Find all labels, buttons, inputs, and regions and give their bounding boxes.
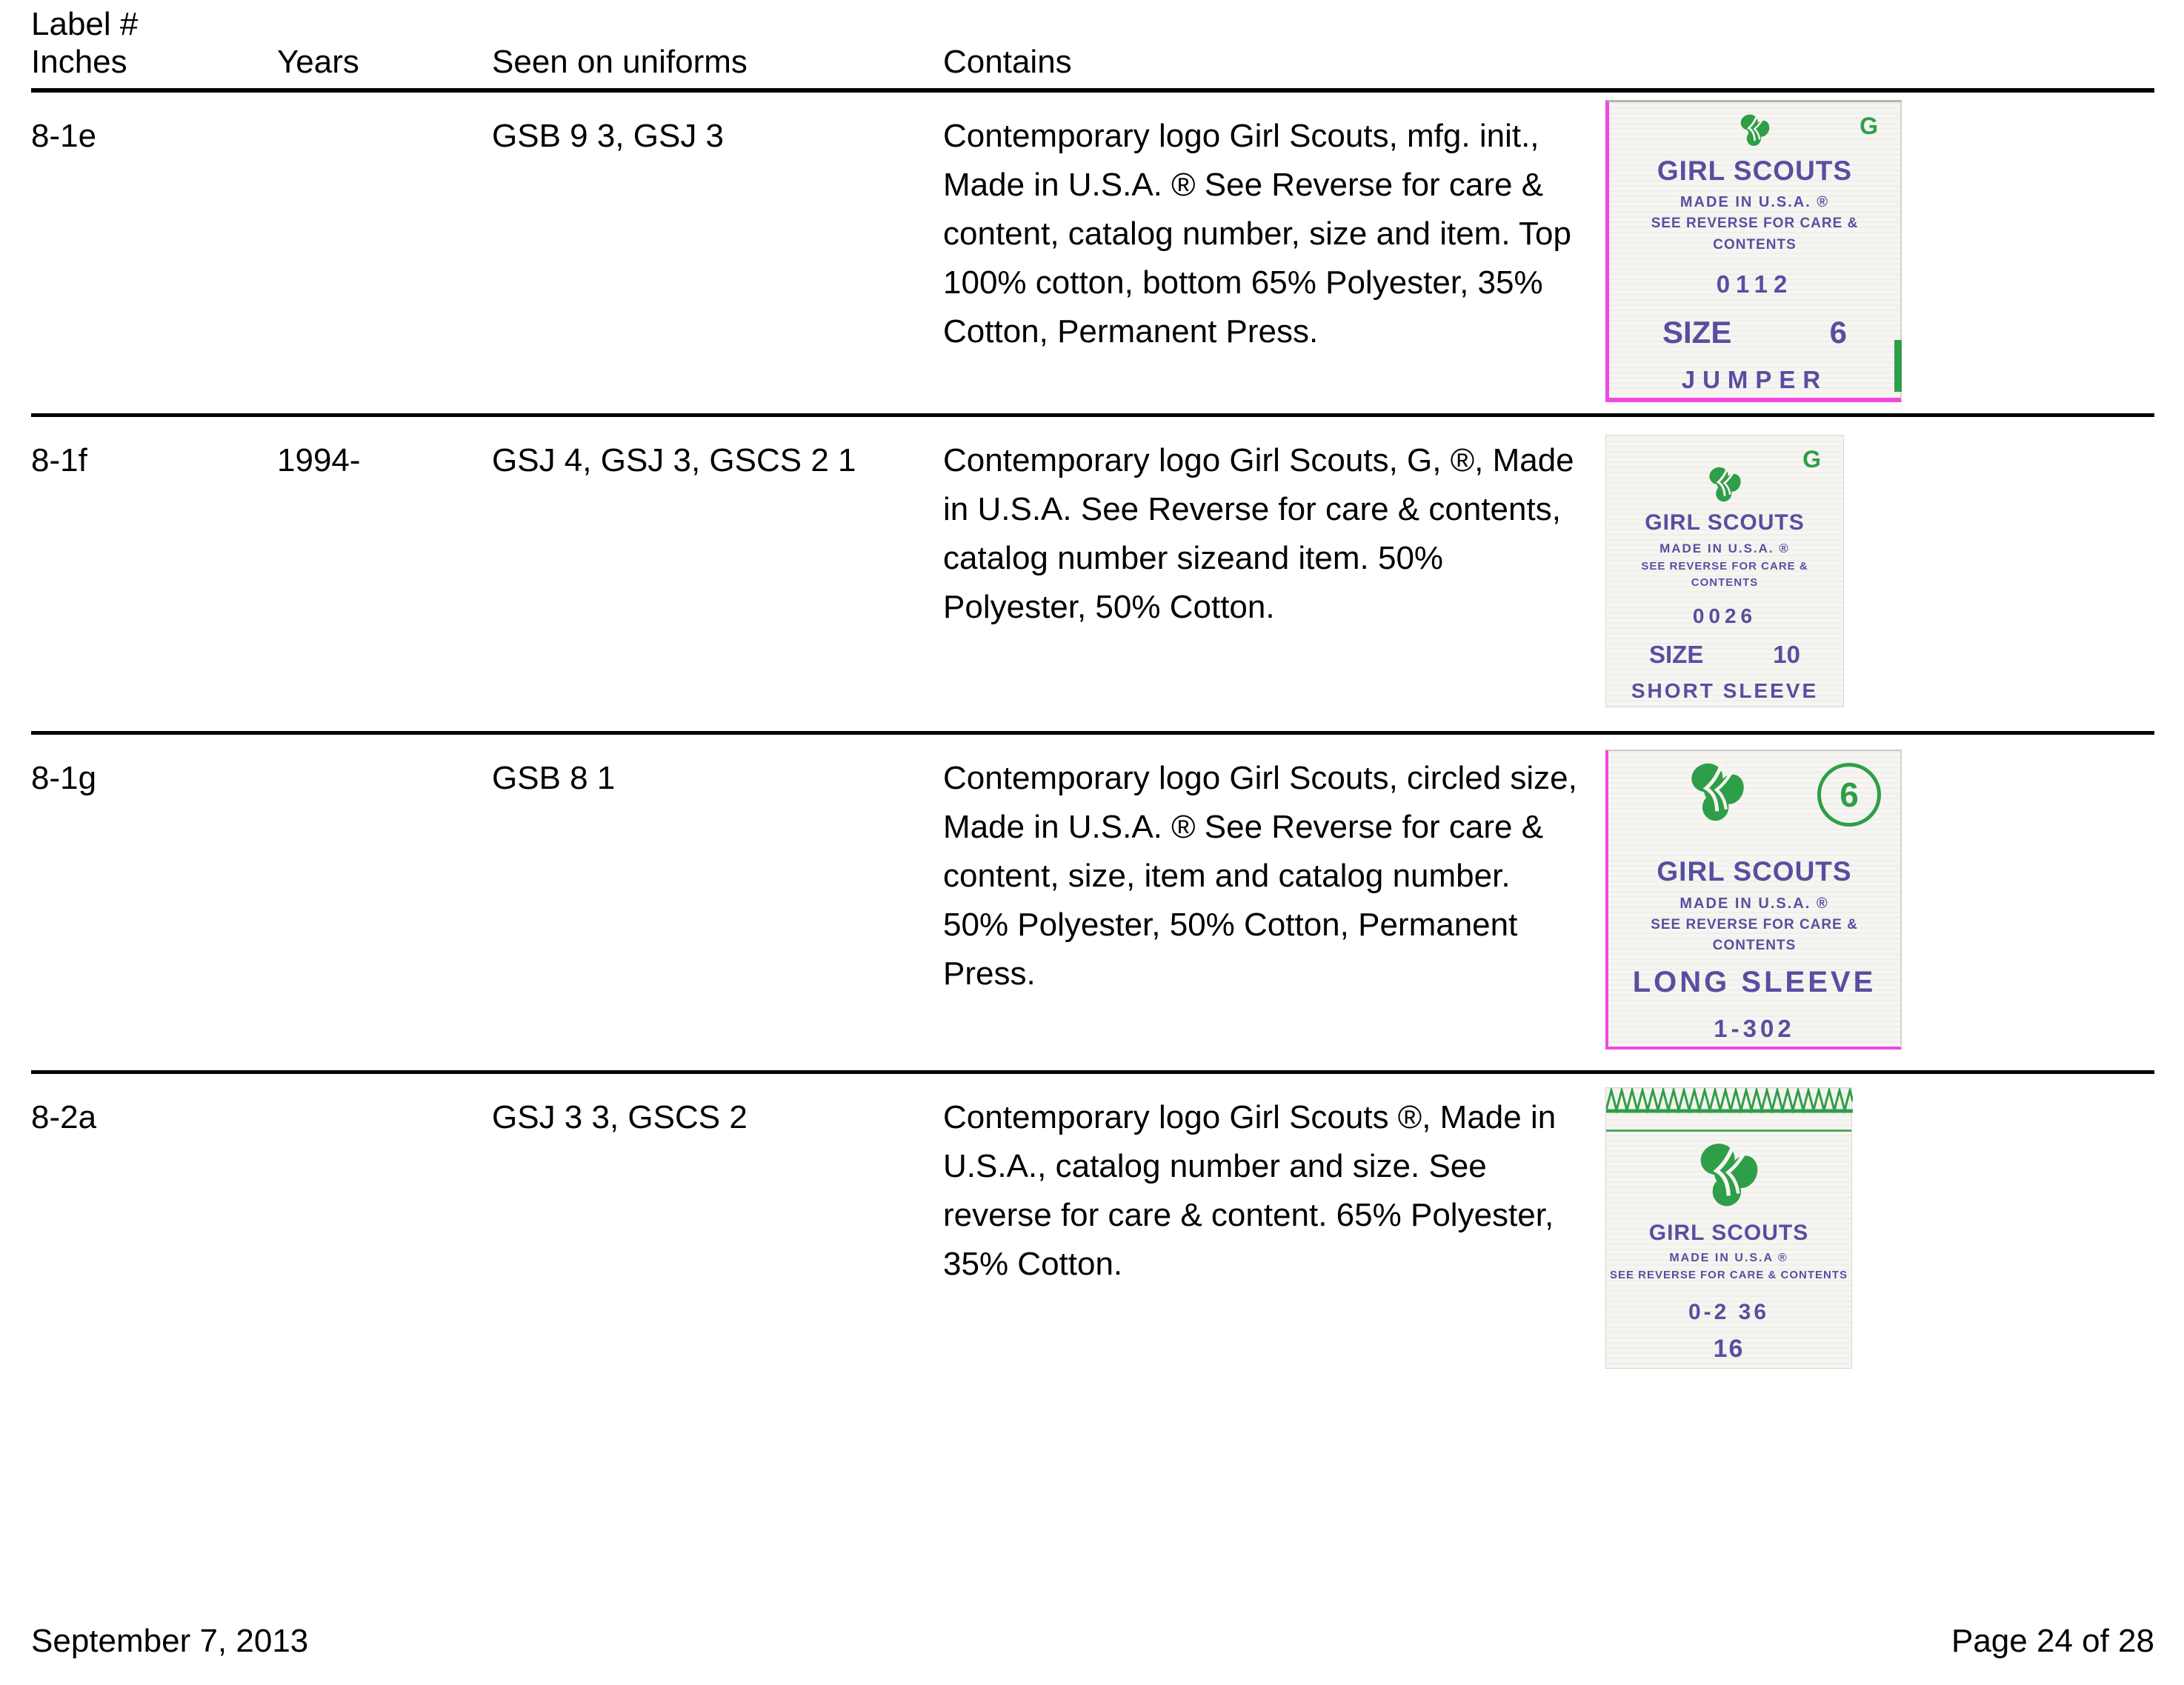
tag-item-name: LONG SLEEVE	[1632, 965, 1877, 998]
tag-made-in: MADE IN U.S.A ®	[1669, 1251, 1788, 1264]
tag-catalog-number: 0112	[1716, 270, 1794, 298]
cell-label-number: 8-1f	[31, 442, 87, 479]
cell-years	[277, 735, 492, 1070]
tag-brand: GIRL SCOUTS	[1648, 1220, 1809, 1245]
tag-reverse-note: SEE REVERSE FOR CARE & CONTENTS	[1651, 216, 1859, 253]
column-header-label-number: Label #	[31, 6, 139, 42]
tag-size-value: 6	[1829, 314, 1847, 350]
tag-item-name: SHORT SLEEVE	[1631, 679, 1819, 703]
tag-catalog-number: 1-302	[1714, 1014, 1795, 1042]
cell-contains: Contemporary logo Girl Scouts, G, ®, Mad…	[943, 442, 1574, 626]
cell-years: 1994-	[277, 442, 361, 479]
tag-made-in: MADE IN U.S.A. ®	[1659, 541, 1790, 556]
cell-label-number: 8-1g	[31, 760, 97, 797]
tag-size-value: 10	[1773, 640, 1800, 668]
cell-seen-on-uniforms: GSB 9 3, GSJ 3	[492, 118, 725, 155]
table-row: 8-1e GSB 9 3, GSJ 3 Contemporary logo Gi…	[31, 93, 2154, 418]
stitching-icon	[1606, 1088, 1853, 1114]
cell-years	[277, 1074, 492, 1548]
table-row: 8-2a GSJ 3 3, GSCS 2 Contemporary logo G…	[31, 1074, 2154, 1548]
tag-size-row: SIZE 6	[1609, 309, 1900, 356]
girl-scouts-trefoil-icon	[1649, 760, 1786, 823]
footer-page-number: Page 24 of 28	[1951, 1623, 2154, 1659]
cell-contains: Contemporary logo Girl Scouts, circled s…	[943, 760, 1577, 992]
tag-size-row: SIZE 10	[1606, 636, 1843, 673]
cell-seen-on-uniforms: GSB 8 1	[492, 760, 616, 797]
girl-scouts-trefoil-icon	[1674, 1140, 1785, 1209]
cell-contains: Contemporary logo Girl Scouts ®, Made in…	[943, 1099, 1557, 1283]
cell-label-photo: G GIRL SCOUTS MADE IN U.S.A. ® SEE REVER…	[1595, 417, 2154, 731]
clothing-label-photo: 6 GIRL SCOUTS MADE IN U.S.A. ® SEE REVER…	[1605, 750, 1902, 1050]
tag-reverse-note: SEE REVERSE FOR CARE & CONTENTS	[1609, 1268, 1848, 1281]
tag-brand: GIRL SCOUTS	[1657, 856, 1852, 887]
clothing-label-photo: G GIRL SCOUTS MADE IN U.S.A. ® SEE REVER…	[1605, 435, 1844, 708]
cell-label-number: 8-1e	[31, 118, 97, 155]
tag-size-value: 6	[1840, 775, 1859, 814]
column-header-inches: Inches	[31, 43, 127, 80]
tag-made-in: MADE IN U.S.A. ®	[1679, 895, 1829, 912]
footer-date: September 7, 2013	[31, 1623, 309, 1659]
tag-size-value: 16	[1713, 1335, 1745, 1364]
tag-corner-letter: G	[1802, 446, 1821, 473]
cell-contains: Contemporary logo Girl Scouts, mfg. init…	[943, 118, 1571, 350]
cell-label-photo: 6 GIRL SCOUTS MADE IN U.S.A. ® SEE REVER…	[1595, 735, 2154, 1070]
stitch-line	[1606, 1130, 1851, 1132]
clothing-label-photo: G GIRL SCOUTS MADE IN U.S.A. ® SEE REVER…	[1605, 100, 1902, 403]
table-header: Label # Inches Years Seen on uniforms Co…	[31, 0, 2154, 93]
page-footer: September 7, 2013 Page 24 of 28	[31, 1623, 2154, 1660]
table-row: 8-1f 1994- GSJ 4, GSJ 3, GSCS 2 1 Contem…	[31, 417, 2154, 735]
cell-seen-on-uniforms: GSJ 4, GSJ 3, GSCS 2 1	[492, 442, 856, 479]
tag-brand: GIRL SCOUTS	[1645, 510, 1805, 535]
cell-label-photo: GIRL SCOUTS MADE IN U.S.A ® SEE REVERSE …	[1595, 1074, 2154, 1548]
tag-made-in: MADE IN U.S.A. ®	[1679, 194, 1830, 211]
tag-green-edge	[1894, 340, 1902, 393]
cell-seen-on-uniforms: GSJ 3 3, GSCS 2	[492, 1099, 748, 1136]
tag-size-label: SIZE	[1649, 640, 1704, 668]
tag-reverse-note: SEE REVERSE FOR CARE & CONTENTS	[1641, 559, 1808, 590]
girl-scouts-trefoil-icon	[1675, 465, 1775, 503]
cell-years	[277, 93, 492, 413]
cell-label-number: 8-2a	[31, 1099, 97, 1136]
table-row: 8-1g GSB 8 1 Contemporary logo Girl Scou…	[31, 735, 2154, 1075]
tag-item-name: JUMPER	[1681, 365, 1828, 393]
tag-catalog-number: 0026	[1692, 604, 1757, 627]
column-header-seen-on-uniforms: Seen on uniforms	[492, 43, 748, 80]
column-header-contains: Contains	[943, 43, 1072, 80]
girl-scouts-trefoil-icon	[1688, 113, 1822, 147]
column-header-years: Years	[277, 43, 359, 80]
tag-brand: GIRL SCOUTS	[1657, 155, 1853, 186]
clothing-label-photo: GIRL SCOUTS MADE IN U.S.A ® SEE REVERSE …	[1605, 1087, 1853, 1369]
tag-reverse-note: SEE REVERSE FOR CARE & CONTENTS	[1651, 916, 1858, 954]
tag-circled-size: 6	[1817, 763, 1881, 827]
tag-catalog-number: 0-2 36	[1688, 1300, 1770, 1325]
cell-label-photo: G GIRL SCOUTS MADE IN U.S.A. ® SEE REVER…	[1595, 93, 2154, 413]
tag-corner-letter: G	[1860, 113, 1878, 140]
tag-size-label: SIZE	[1662, 314, 1732, 350]
